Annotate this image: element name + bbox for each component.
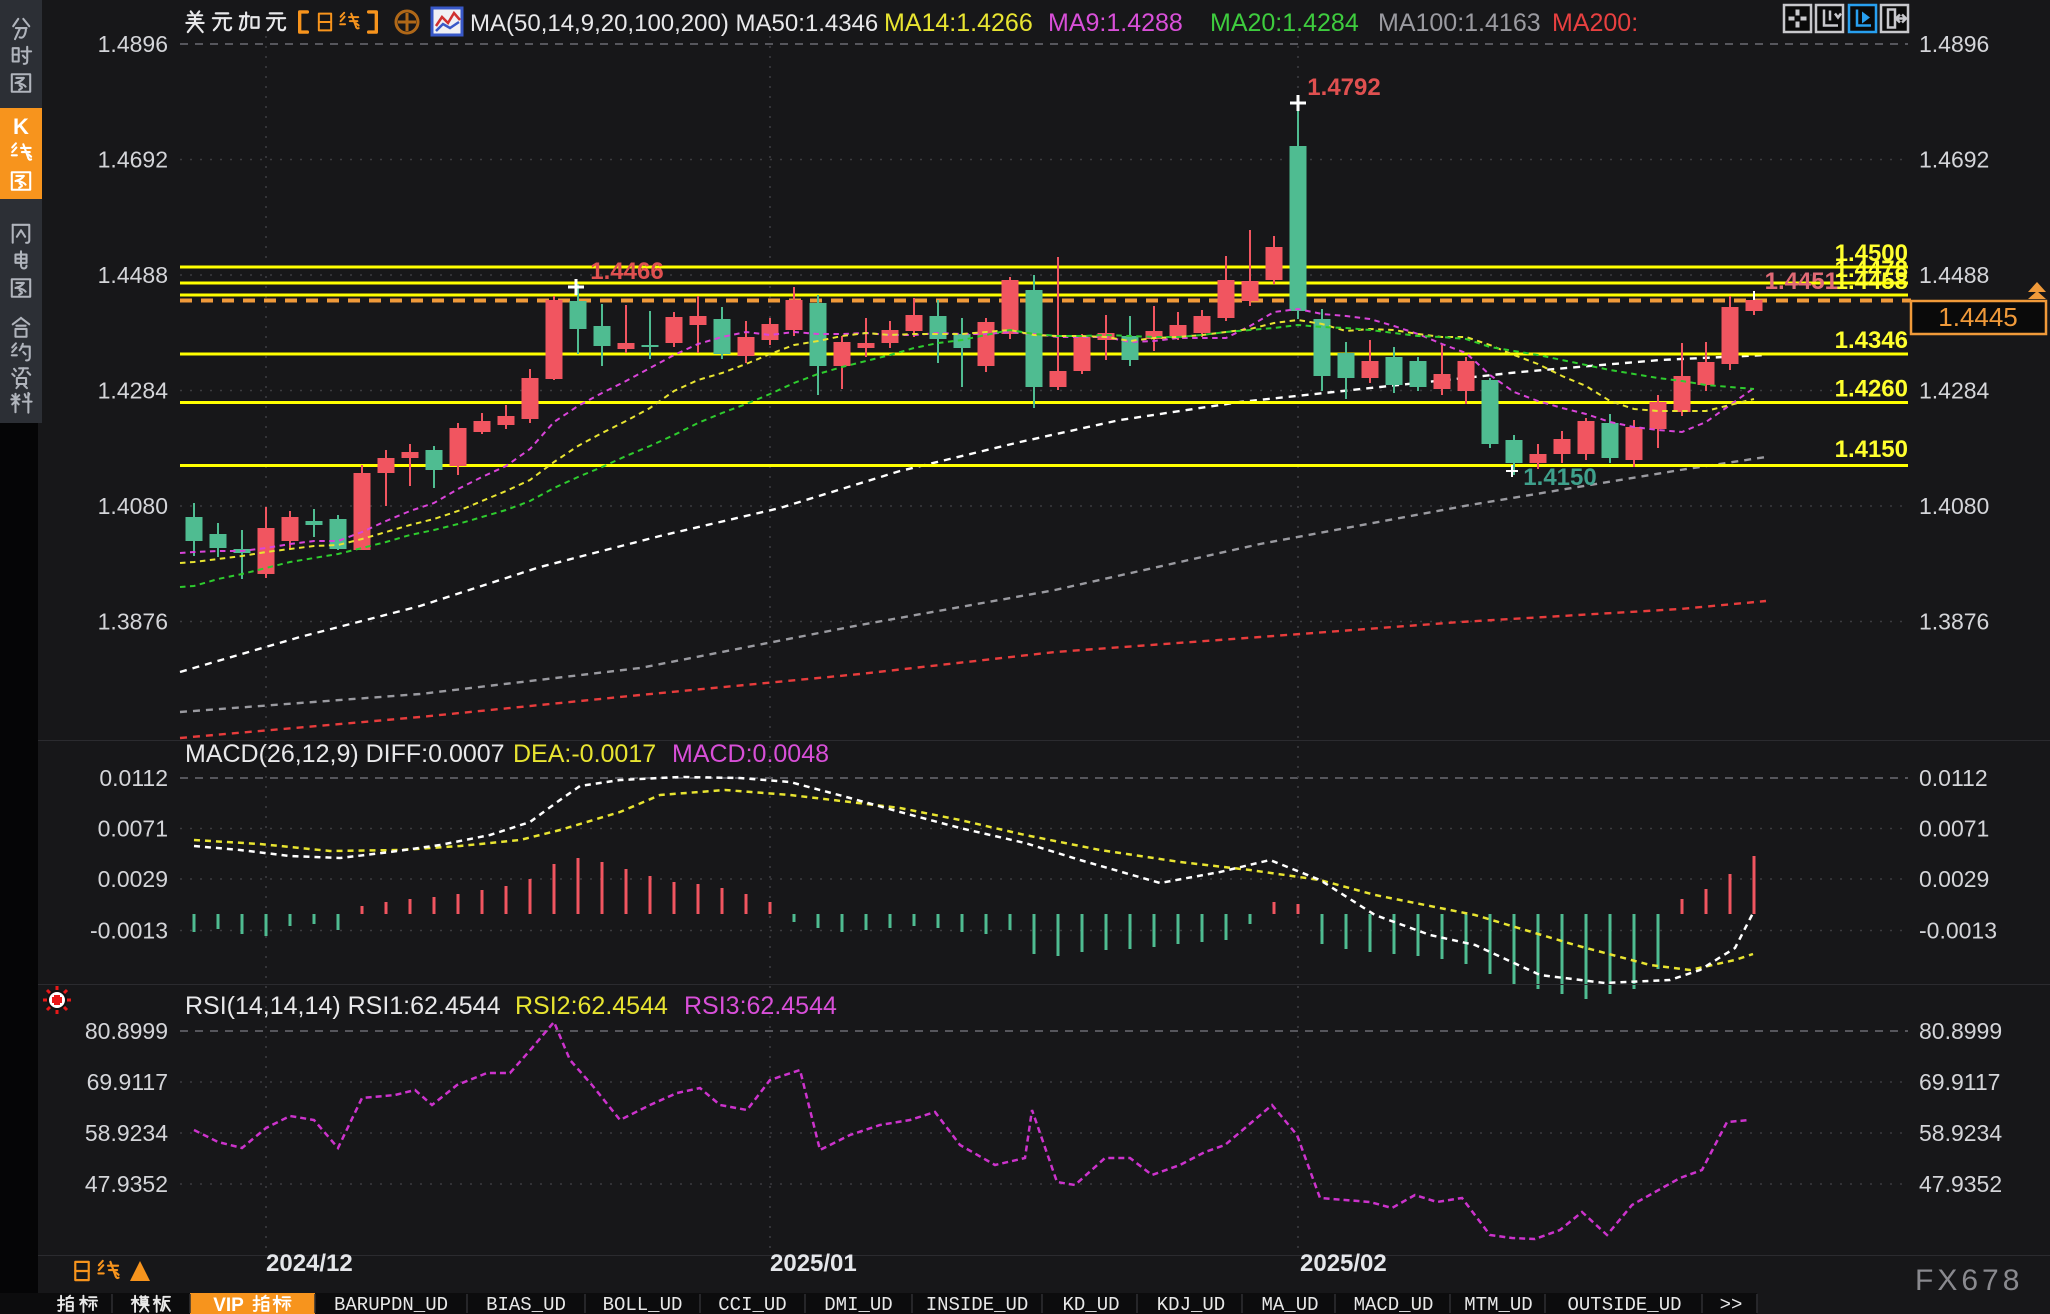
svg-text:1.4500: 1.4500 [1835, 240, 1908, 267]
svg-text:1.4896: 1.4896 [98, 31, 168, 57]
svg-text:1.4260: 1.4260 [1835, 376, 1908, 403]
svg-text:1.4458: 1.4458 [1835, 268, 1908, 295]
svg-text:RSI(14,14,14) RSI1:62.4544: RSI(14,14,14) RSI1:62.4544 [185, 992, 501, 1020]
svg-text:1.4445: 1.4445 [1938, 302, 2018, 332]
svg-text:80.8999: 80.8999 [1919, 1018, 2002, 1044]
svg-text:1.4466: 1.4466 [590, 258, 663, 285]
svg-text:58.9234: 58.9234 [1919, 1120, 2002, 1146]
svg-text:MACD(26,12,9) DIFF:0.0007: MACD(26,12,9) DIFF:0.0007 [185, 740, 505, 768]
svg-text:58.9234: 58.9234 [85, 1120, 168, 1146]
svg-text:1.4488: 1.4488 [1919, 262, 1989, 288]
svg-text:1.4080: 1.4080 [1919, 493, 1989, 519]
svg-text:1.4488: 1.4488 [98, 262, 168, 288]
svg-text:0.0029: 0.0029 [98, 866, 168, 892]
svg-text:RSI2:62.4544: RSI2:62.4544 [515, 992, 668, 1020]
svg-text:0.0112: 0.0112 [1919, 765, 1988, 791]
svg-text:MA100:1.4163: MA100:1.4163 [1378, 9, 1541, 37]
svg-text:MACD_UD: MACD_UD [1354, 1294, 1434, 1314]
svg-text:0.0071: 0.0071 [1919, 816, 1989, 842]
svg-text:1.4150: 1.4150 [1523, 464, 1596, 491]
svg-text:0.0071: 0.0071 [98, 816, 168, 842]
svg-text:VIP: VIP [213, 1295, 244, 1314]
svg-text:MA200:: MA200: [1552, 9, 1638, 37]
svg-text:MA14:1.4266: MA14:1.4266 [884, 9, 1033, 37]
svg-text:69.9117: 69.9117 [1919, 1069, 2000, 1095]
svg-text:1.4284: 1.4284 [98, 378, 169, 404]
svg-text:BARUPDN_UD: BARUPDN_UD [334, 1294, 448, 1314]
svg-text:47.9352: 47.9352 [1919, 1171, 2002, 1197]
svg-text:KD_UD: KD_UD [1062, 1294, 1119, 1314]
svg-text:1.4451: 1.4451 [1765, 268, 1838, 295]
svg-text:0.0029: 0.0029 [1919, 866, 1989, 892]
svg-text:MA9:1.4288: MA9:1.4288 [1048, 9, 1183, 37]
svg-text:2025/01: 2025/01 [770, 1250, 857, 1277]
svg-text:1.4150: 1.4150 [1835, 436, 1908, 463]
svg-text:RSI3:62.4544: RSI3:62.4544 [684, 992, 837, 1020]
svg-text:1.4478: 1.4478 [1835, 256, 1908, 283]
svg-text:MA20:1.4284: MA20:1.4284 [1210, 9, 1359, 37]
svg-text:1.4692: 1.4692 [1919, 147, 1989, 173]
svg-text:FX678: FX678 [1915, 1264, 2023, 1297]
svg-text:1.4284: 1.4284 [1919, 378, 1990, 404]
svg-text:1.3876: 1.3876 [98, 609, 168, 635]
svg-text:-0.0013: -0.0013 [1919, 918, 1997, 944]
svg-text:CCI_UD: CCI_UD [718, 1294, 786, 1314]
svg-text:47.9352: 47.9352 [85, 1171, 168, 1197]
svg-text:1.4080: 1.4080 [98, 493, 168, 519]
svg-text:MACD:0.0048: MACD:0.0048 [672, 740, 829, 768]
svg-text:>>: >> [1720, 1294, 1743, 1314]
svg-text:1.4346: 1.4346 [1835, 327, 1908, 354]
svg-text:MA_UD: MA_UD [1261, 1294, 1318, 1314]
svg-text:80.8999: 80.8999 [85, 1018, 168, 1044]
svg-text:BOLL_UD: BOLL_UD [603, 1294, 683, 1314]
svg-text:DEA:-0.0017: DEA:-0.0017 [513, 740, 656, 768]
svg-text:KDJ_UD: KDJ_UD [1157, 1294, 1225, 1314]
svg-text:MTM_UD: MTM_UD [1464, 1294, 1532, 1314]
svg-text:1.4792: 1.4792 [1307, 74, 1380, 101]
svg-text:1.3876: 1.3876 [1919, 609, 1989, 635]
svg-text:OUTSIDE_UD: OUTSIDE_UD [1567, 1294, 1681, 1314]
svg-text:-0.0013: -0.0013 [90, 918, 168, 944]
svg-text:69.9117: 69.9117 [87, 1069, 168, 1095]
svg-text:MA(50,14,9,20,100,200) MA50:1.: MA(50,14,9,20,100,200) MA50:1.4346 [470, 10, 878, 37]
svg-text:K: K [13, 114, 29, 139]
svg-text:2024/12: 2024/12 [266, 1250, 353, 1277]
svg-text:0.0112: 0.0112 [99, 765, 168, 791]
svg-text:1.4896: 1.4896 [1919, 31, 1989, 57]
svg-text:INSIDE_UD: INSIDE_UD [926, 1294, 1029, 1314]
svg-text:2025/02: 2025/02 [1300, 1250, 1387, 1277]
svg-text:BIAS_UD: BIAS_UD [486, 1294, 566, 1314]
svg-text:1.4692: 1.4692 [98, 147, 168, 173]
svg-text:DMI_UD: DMI_UD [824, 1294, 892, 1314]
